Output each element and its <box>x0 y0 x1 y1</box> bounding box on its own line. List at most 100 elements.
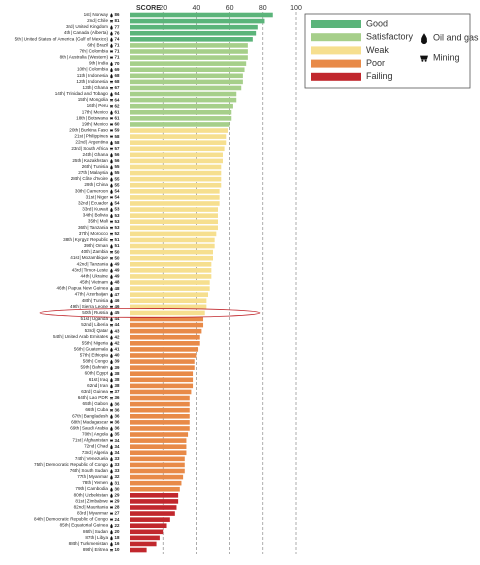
bar <box>130 493 179 498</box>
highlight <box>39 308 261 318</box>
value-label: 44 <box>115 316 120 321</box>
value-label: 29 <box>115 499 120 504</box>
value-label: 36 <box>115 426 120 431</box>
country: Sudan <box>95 529 109 534</box>
rank: 2nd <box>87 18 95 23</box>
bar <box>130 176 222 182</box>
bar <box>130 237 215 243</box>
country: Chad <box>97 444 108 449</box>
legend-label: Satisfactory <box>366 32 414 42</box>
row-label: 49th|Sierra Leone <box>70 304 108 309</box>
bar <box>130 456 185 462</box>
mining-icon-wheel <box>111 228 113 230</box>
row-label: 4th|Canada (Alberta) <box>64 30 109 35</box>
oil-icon <box>110 481 113 486</box>
value-label: 57 <box>115 146 120 151</box>
row-label: 29th|China <box>84 182 108 187</box>
row-label: 16th|Peru <box>87 103 109 108</box>
value-label: 48 <box>115 280 120 285</box>
value-label: 68 <box>115 73 120 78</box>
mining-icon <box>109 56 114 59</box>
rank: 22nd <box>75 140 86 145</box>
rank: 48th <box>82 298 91 303</box>
rank: 39th <box>84 243 93 248</box>
country: Kuwait <box>94 207 109 212</box>
mining-icon-wheel <box>110 52 112 53</box>
oil-icon <box>110 469 113 474</box>
rank: 54th <box>53 334 62 339</box>
mining-icon-wheel <box>111 240 113 242</box>
rank: 52nd <box>81 322 92 327</box>
row-label: 13th|Ghana <box>83 85 109 90</box>
value-label: 31 <box>115 480 120 485</box>
value-label: 44 <box>115 322 120 327</box>
bar <box>130 371 194 377</box>
row-label: 1st|Norway <box>84 12 109 17</box>
row-label: 81st|Zimbabwe <box>75 499 108 504</box>
oil-icon <box>110 177 113 182</box>
rank: 40th <box>81 249 90 254</box>
separator: | <box>84 456 85 461</box>
bar <box>130 341 200 346</box>
oil-icon <box>110 402 113 407</box>
country: Indonesia <box>88 79 108 84</box>
country: Venezuela <box>87 456 109 461</box>
country: Argentina <box>88 140 108 145</box>
row-label: 34th|Bolivia <box>83 213 109 218</box>
bar <box>130 407 190 413</box>
oil-icon <box>110 262 113 267</box>
country: Sierra Leone <box>82 304 109 309</box>
oil-icon <box>110 365 113 371</box>
mining-icon <box>109 147 114 150</box>
separator: | <box>82 413 83 418</box>
row-label: 74th|Venezuela <box>75 456 109 461</box>
row-label: 64th|Lao PDR <box>78 395 109 400</box>
rank: 65th <box>83 401 92 406</box>
separator: | <box>92 207 93 212</box>
bar <box>130 116 232 121</box>
oil-icon <box>110 213 113 219</box>
bar <box>130 109 232 115</box>
bar <box>130 486 180 492</box>
bar <box>130 468 185 474</box>
row-label: 9th|India <box>89 61 109 66</box>
value-label: 55 <box>115 182 120 187</box>
bar <box>130 298 207 304</box>
value-label: 46 <box>115 298 120 303</box>
mining-icon-wheel <box>111 82 113 84</box>
value-label: 60 <box>115 122 120 127</box>
row-label: 76th|South Sudan <box>70 468 109 473</box>
bar <box>130 182 222 188</box>
value-label: 76 <box>115 30 120 35</box>
separator: | <box>94 43 95 48</box>
mining-icon <box>109 232 114 235</box>
value-label: 67 <box>115 85 120 90</box>
separator: | <box>83 347 84 352</box>
country: Cambodia <box>87 486 108 491</box>
mining-icon-wheel <box>110 21 112 23</box>
country: China <box>96 182 108 187</box>
mining-icon-wheel <box>110 149 112 151</box>
separator: | <box>87 511 88 516</box>
rank: 55th <box>82 341 91 346</box>
separator: | <box>88 231 89 236</box>
separator: | <box>87 395 88 400</box>
value-label: 56 <box>115 158 120 163</box>
bar <box>130 30 257 36</box>
bar <box>130 97 237 103</box>
rank: 45th <box>80 280 89 285</box>
value-label: 53 <box>115 207 120 212</box>
bar <box>130 395 190 401</box>
separator: | <box>87 97 88 102</box>
row-label: 83rd|Myanmar <box>77 511 109 516</box>
rank: 24th <box>83 152 92 157</box>
rank: 32nd <box>78 201 89 206</box>
oil-icon <box>110 475 113 480</box>
separator: | <box>64 91 65 96</box>
mining-icon-wheel <box>110 137 112 139</box>
oil-icon <box>110 37 113 42</box>
oil-icon <box>110 207 113 212</box>
rank: 33rd <box>82 207 92 212</box>
country: Morocco <box>90 231 108 236</box>
separator: | <box>89 353 90 358</box>
